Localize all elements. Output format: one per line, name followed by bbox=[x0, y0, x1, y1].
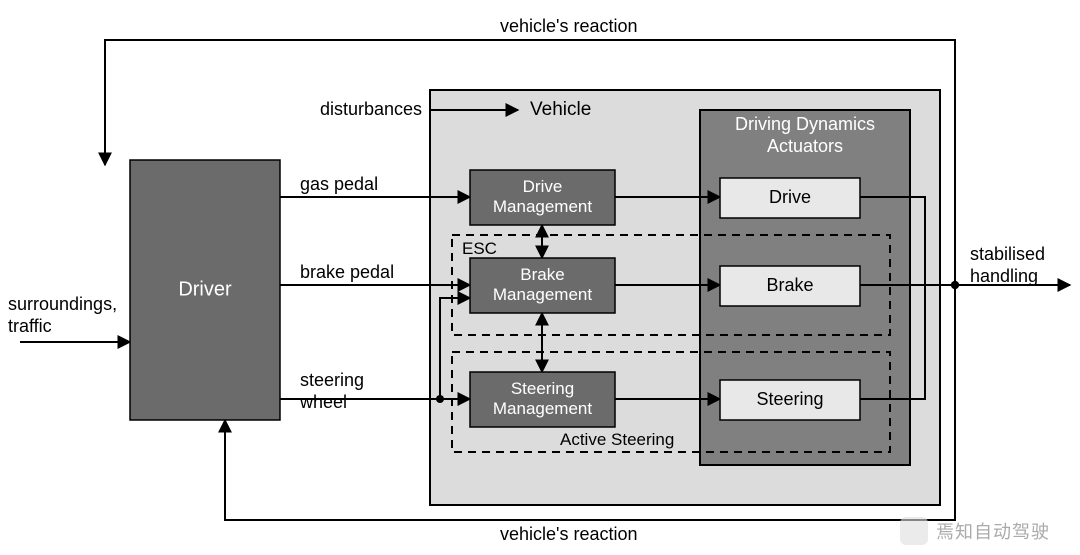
watermark: 焉知自动驾驶 bbox=[900, 517, 1050, 545]
label-stabilised2: handling bbox=[970, 266, 1038, 286]
label-brake-pedal: brake pedal bbox=[300, 262, 394, 282]
node-label-steering-mgmt-1: Management bbox=[493, 399, 593, 418]
node-label-brake-act-0: Brake bbox=[766, 275, 813, 295]
container-title-actuators-panel: Driving Dynamics bbox=[735, 114, 875, 134]
container-title2-actuators-panel: Actuators bbox=[767, 136, 843, 156]
node-label-drive-mgmt-1: Management bbox=[493, 197, 593, 216]
label-stabilised1: stabilised bbox=[970, 244, 1045, 264]
node-label-driver-0: Driver bbox=[178, 278, 232, 300]
node-label-drive-act-0: Drive bbox=[769, 187, 811, 207]
node-label-brake-mgmt-1: Management bbox=[493, 285, 593, 304]
node-label-brake-mgmt-0: Brake bbox=[520, 265, 564, 284]
label-steering-wheel2: wheel bbox=[299, 392, 347, 412]
nodes-layer: DriverDriveManagementBrakeManagementStee… bbox=[130, 160, 860, 427]
label-vehicle-title: Vehicle bbox=[530, 99, 591, 120]
junction-e-fb-brake bbox=[436, 395, 444, 403]
label-gas-pedal: gas pedal bbox=[300, 174, 378, 194]
label-steering-wheel1: steering bbox=[300, 370, 364, 390]
group-label-active-steering-group: Active Steering bbox=[560, 430, 674, 449]
label-reaction-bot: vehicle's reaction bbox=[500, 524, 638, 544]
node-label-steering-act-0: Steering bbox=[756, 389, 823, 409]
label-surroundings1: surroundings, bbox=[8, 294, 117, 314]
group-label-esc-group: ESC bbox=[462, 239, 497, 258]
node-label-steering-mgmt-0: Steering bbox=[511, 379, 574, 398]
watermark-text: 焉知自动驾驶 bbox=[936, 518, 1050, 544]
label-surroundings2: traffic bbox=[8, 316, 52, 336]
node-label-drive-mgmt-0: Drive bbox=[523, 177, 563, 196]
vehicle-control-diagram: Driving DynamicsActuators ESC Active Stee… bbox=[0, 0, 1080, 555]
watermark-icon bbox=[900, 517, 928, 545]
label-reaction-top: vehicle's reaction bbox=[500, 16, 638, 36]
label-disturbances: disturbances bbox=[320, 99, 422, 119]
junction-output bbox=[951, 281, 959, 289]
